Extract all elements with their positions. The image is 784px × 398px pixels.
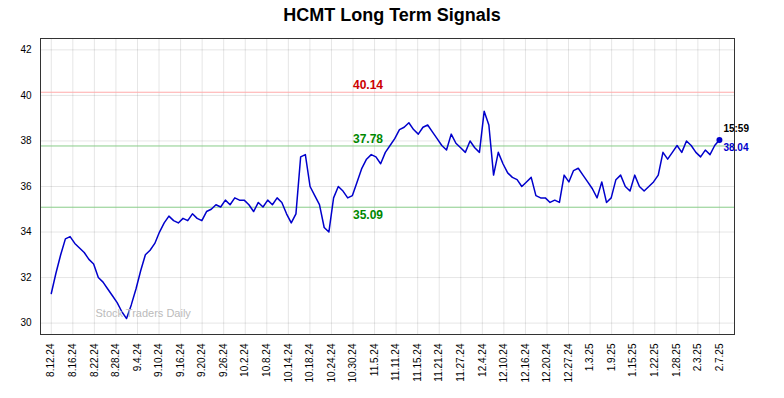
svg-text:11.15.24: 11.15.24: [412, 343, 423, 382]
svg-text:42: 42: [20, 44, 32, 55]
svg-text:2.7.25: 2.7.25: [714, 343, 725, 371]
svg-text:37.78: 37.78: [353, 132, 383, 146]
svg-text:1.3.25: 1.3.25: [584, 343, 595, 371]
svg-text:1.9.25: 1.9.25: [606, 343, 617, 371]
svg-text:Stock Traders Daily: Stock Traders Daily: [96, 307, 192, 319]
svg-text:2.3.25: 2.3.25: [692, 343, 703, 371]
svg-text:40: 40: [20, 90, 32, 101]
svg-text:10.24.24: 10.24.24: [326, 343, 337, 382]
svg-text:11.5.24: 11.5.24: [369, 343, 380, 376]
svg-text:10.8.24: 10.8.24: [261, 343, 272, 377]
svg-text:15:59: 15:59: [723, 123, 749, 134]
svg-text:32: 32: [20, 272, 32, 283]
svg-text:38.04: 38.04: [723, 142, 748, 153]
html-text:HCMT Long Term Signals: HCMT Long Term Signals: [283, 5, 501, 25]
svg-text:8.22.24: 8.22.24: [89, 343, 100, 377]
svg-text:9.16.24: 9.16.24: [175, 343, 186, 377]
svg-text:9.10.24: 9.10.24: [153, 343, 164, 377]
svg-text:12.4.24: 12.4.24: [477, 343, 488, 377]
svg-text:8.12.24: 8.12.24: [45, 343, 56, 377]
svg-text:10.2.24: 10.2.24: [239, 343, 250, 377]
svg-text:11.27.24: 11.27.24: [455, 343, 466, 382]
svg-text:1.22.25: 1.22.25: [649, 343, 660, 377]
svg-text:10.18.24: 10.18.24: [304, 343, 315, 382]
svg-text:9.20.24: 9.20.24: [196, 343, 207, 377]
svg-text:9.4.24: 9.4.24: [132, 343, 143, 371]
svg-text:12.10.24: 12.10.24: [498, 343, 509, 382]
svg-text:10.14.24: 10.14.24: [283, 343, 294, 382]
svg-text:11.21.24: 11.21.24: [433, 343, 444, 382]
svg-text:35.09: 35.09: [353, 208, 383, 222]
svg-text:10.30.24: 10.30.24: [347, 343, 358, 382]
svg-text:9.26.24: 9.26.24: [218, 343, 229, 377]
svg-text:12.27.24: 12.27.24: [563, 343, 574, 382]
svg-text:34: 34: [20, 226, 32, 237]
svg-text:8.16.24: 8.16.24: [67, 343, 78, 377]
svg-text:36: 36: [20, 181, 32, 192]
svg-text:8.28.24: 8.28.24: [110, 343, 121, 377]
svg-text:30: 30: [20, 317, 32, 328]
svg-text:11.11.24: 11.11.24: [390, 343, 401, 381]
svg-text:12.20.24: 12.20.24: [541, 343, 552, 382]
svg-text:1.15.25: 1.15.25: [627, 343, 638, 377]
svg-text:40.14: 40.14: [353, 78, 383, 92]
svg-text:12.16.24: 12.16.24: [520, 343, 531, 382]
svg-text:38: 38: [20, 135, 32, 146]
svg-text:1.28.25: 1.28.25: [671, 343, 682, 377]
